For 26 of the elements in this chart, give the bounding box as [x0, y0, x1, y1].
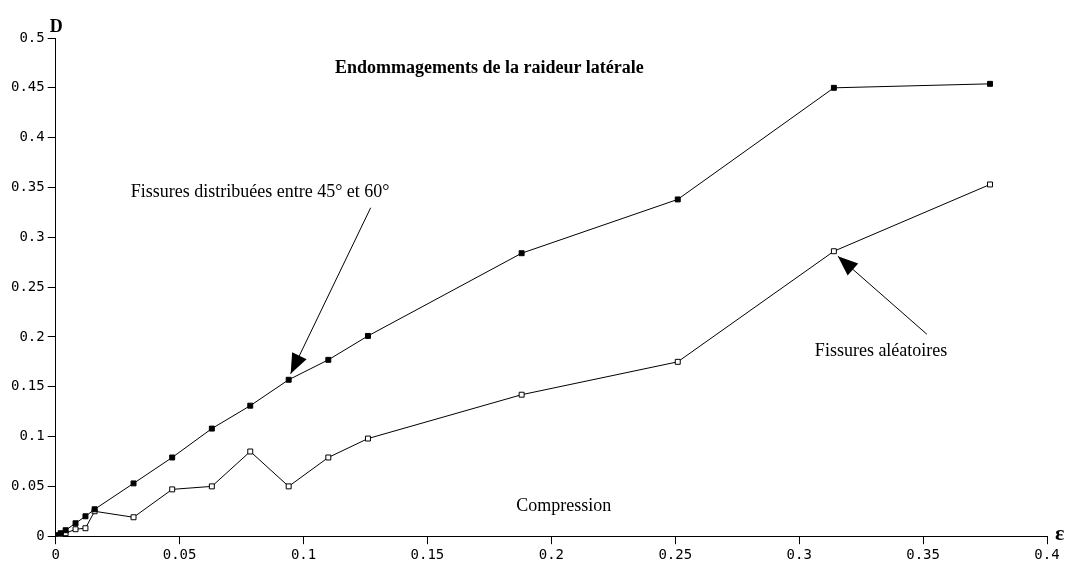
- x-tick-label: 0: [51, 546, 60, 563]
- annotation: Fissures aléatoires: [814, 339, 948, 360]
- y-axis-title: D: [49, 15, 63, 36]
- x-axis-title: ε: [1055, 519, 1065, 545]
- annotation: Compression: [516, 495, 612, 516]
- text: Endommagements de la raideur latérale: [335, 56, 644, 77]
- y-tick-label: 0.15: [11, 377, 45, 394]
- y-tick-label: 0.2: [19, 327, 45, 344]
- y-tick-label: 0.35: [11, 178, 45, 195]
- x-tick-label: 0.35: [906, 546, 940, 563]
- x-tick-label: 0.1: [290, 546, 317, 563]
- y-tick-label: 0.3: [19, 227, 45, 244]
- y-tick-label: 0.1: [19, 427, 45, 444]
- x-tick-label: 0.2: [538, 546, 565, 563]
- y-tick-label: 0: [36, 526, 45, 543]
- x-tick-label: 0.15: [410, 546, 445, 563]
- x-tick-label: 0.4: [1034, 546, 1060, 563]
- x-tick-label: 0.25: [658, 546, 693, 563]
- y-tick-label: 0.25: [11, 277, 45, 294]
- y-tick-label: 0.4: [19, 128, 45, 145]
- annotation: Fissures distribuées entre 45° et 60°: [130, 181, 390, 202]
- y-tick-label: 0.05: [11, 477, 45, 494]
- x-tick-label: 0.3: [786, 546, 812, 563]
- x-tick-label: 0.05: [162, 546, 197, 563]
- y-tick-label: 0.5: [19, 28, 45, 45]
- y-tick-label: 0.45: [11, 78, 45, 95]
